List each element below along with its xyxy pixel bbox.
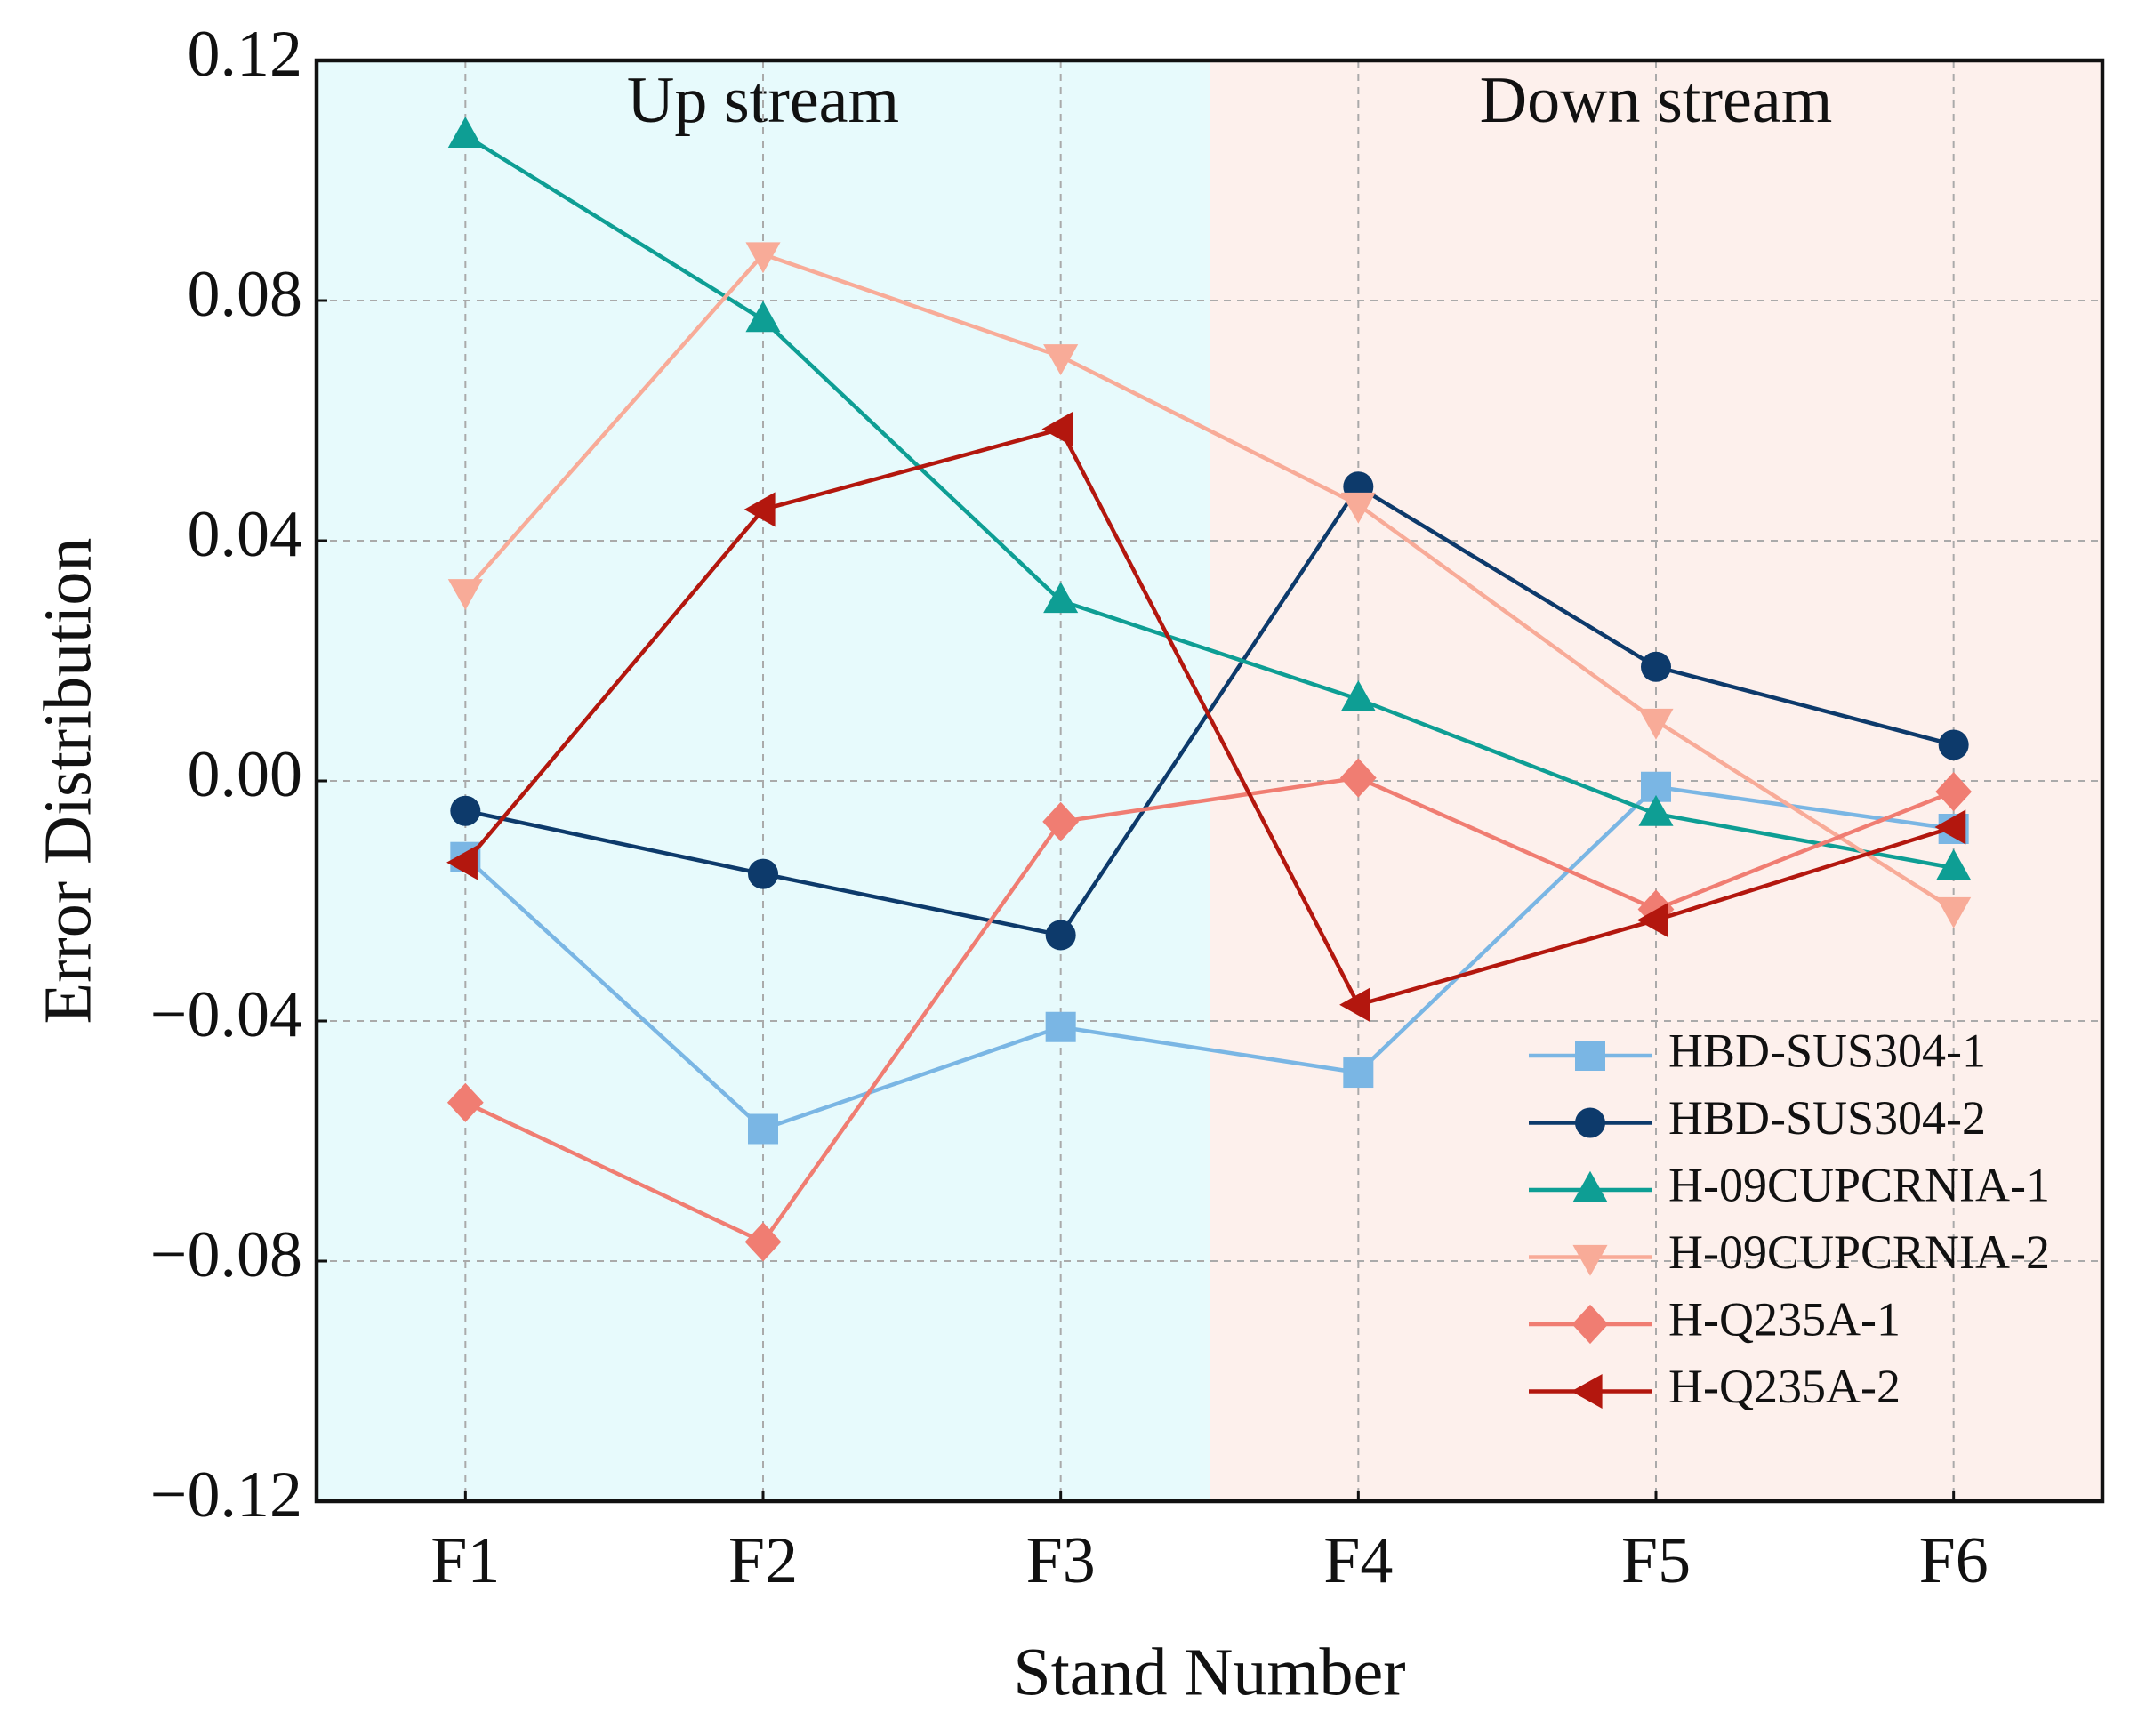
data-point <box>744 1222 782 1262</box>
legend-label: H-09CUPCRNIA-2 <box>1668 1226 2050 1279</box>
y-tick-label: −0.08 <box>150 1218 302 1291</box>
x-tick-label: F1 <box>430 1524 500 1597</box>
data-point <box>1638 708 1674 740</box>
y-tick-label: 0.12 <box>188 18 303 91</box>
data-point <box>1936 896 1972 928</box>
data-point <box>745 242 781 274</box>
data-point <box>1936 848 1972 880</box>
series-line <box>464 484 1955 937</box>
legend-label: HBD-SUS304-1 <box>1668 1024 1986 1077</box>
data-point <box>446 1082 484 1122</box>
series-line <box>463 252 1955 912</box>
data-point <box>1638 794 1674 826</box>
series-line <box>464 133 1955 871</box>
y-tick-label: −0.04 <box>150 978 302 1051</box>
data-point <box>1343 1057 1374 1089</box>
legend-marker <box>1572 1244 1608 1276</box>
legend-label: H-Q235A-1 <box>1668 1292 1901 1346</box>
data-point <box>743 492 776 527</box>
y-tick-label: −0.12 <box>150 1459 302 1531</box>
x-tick-label: F5 <box>1621 1524 1691 1597</box>
legend-label: HBD-SUS304-2 <box>1668 1091 1986 1145</box>
data-point <box>748 1113 778 1145</box>
data-point <box>1339 758 1377 798</box>
x-tick-label: F2 <box>728 1524 798 1597</box>
y-tick-label: 0.04 <box>188 498 303 571</box>
data-point <box>1641 651 1671 682</box>
legend-label: H-Q235A-2 <box>1668 1360 1901 1413</box>
series-line <box>463 426 1955 1008</box>
data-point <box>447 117 483 148</box>
legend-marker <box>1571 1373 1603 1410</box>
series-line <box>464 776 1955 1245</box>
data-point <box>1042 801 1080 841</box>
data-point <box>447 579 483 610</box>
legend-label: H-09CUPCRNIA-1 <box>1668 1158 2050 1211</box>
data-point <box>450 795 481 826</box>
data-point <box>1636 903 1668 938</box>
data-point <box>1041 411 1073 446</box>
x-tick-label: F4 <box>1323 1524 1393 1597</box>
x-tick-label: F3 <box>1026 1524 1096 1597</box>
data-point <box>1045 1011 1076 1042</box>
y-tick-label: 0.00 <box>188 738 303 811</box>
data-point <box>1045 920 1076 951</box>
data-point <box>1934 809 1966 845</box>
data-point <box>748 858 778 889</box>
data-point <box>1043 344 1079 376</box>
y-axis-label: Error Distribution <box>30 538 105 1025</box>
legend-marker <box>1575 1041 1605 1071</box>
data-point <box>745 301 781 333</box>
y-tick-label: 0.08 <box>188 258 303 331</box>
legend-marker <box>1571 1304 1609 1345</box>
data-point <box>1043 582 1079 614</box>
x-tick-label: F6 <box>1919 1524 1989 1597</box>
data-point <box>1340 679 1376 711</box>
x-axis-label: Stand Number <box>1013 1635 1405 1709</box>
series-line <box>463 784 1954 1132</box>
legend-marker <box>1572 1170 1608 1202</box>
data-point <box>1938 729 1969 760</box>
data-point <box>1339 987 1370 1023</box>
data-point <box>446 845 478 880</box>
plot-frame <box>314 58 2105 1504</box>
data-point <box>1340 492 1376 524</box>
legend-marker <box>1575 1107 1605 1138</box>
data-point <box>1935 772 1973 812</box>
